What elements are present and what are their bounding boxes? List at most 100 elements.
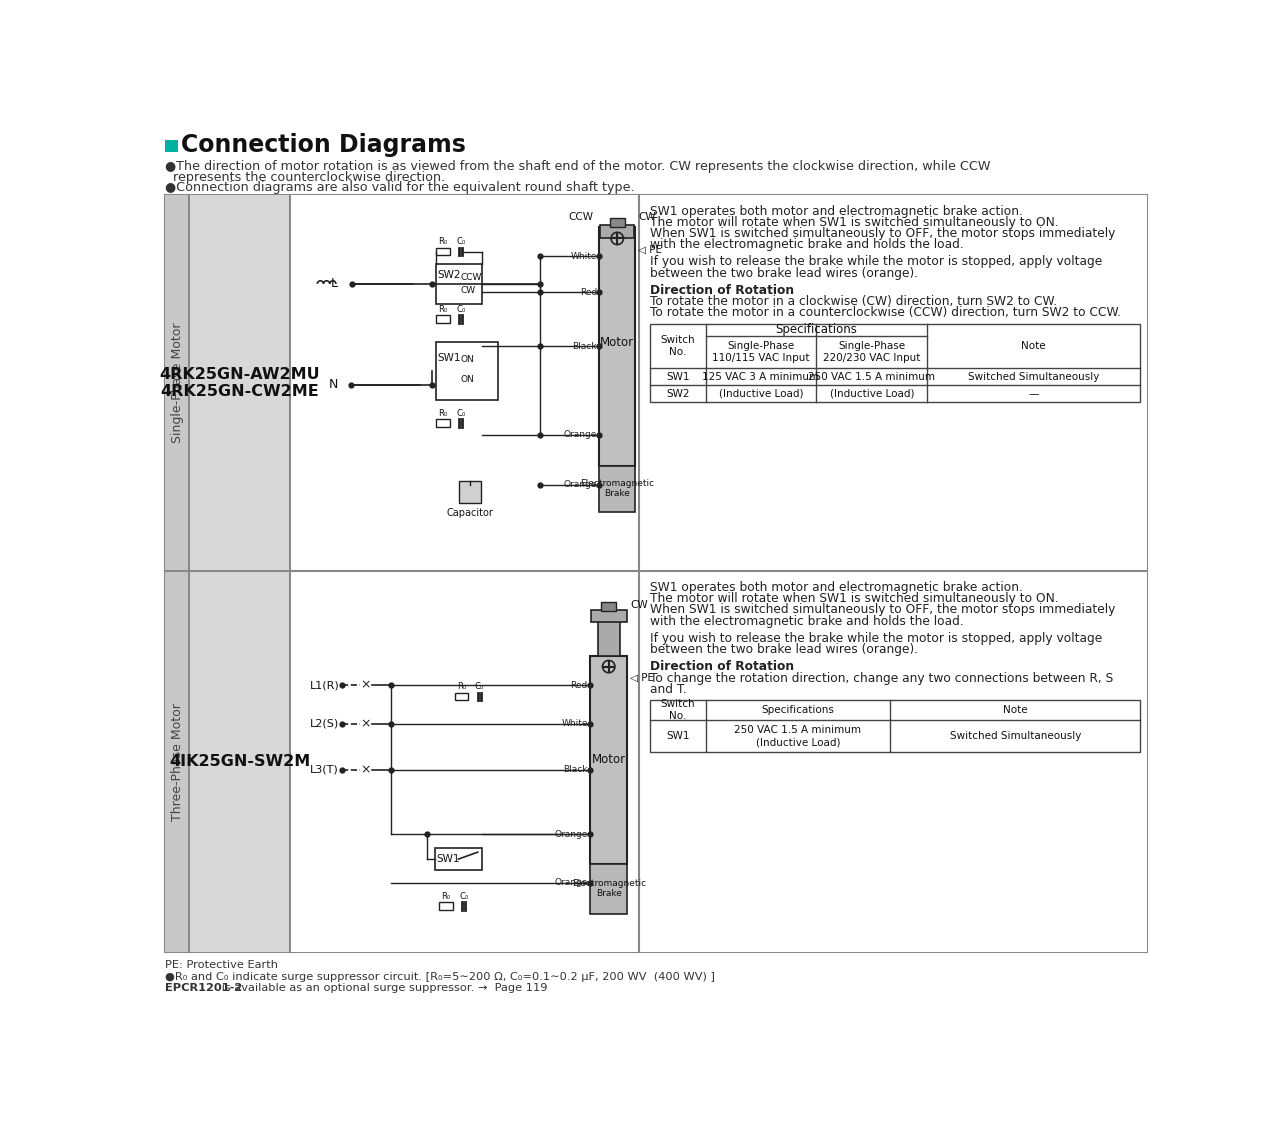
Text: R₀: R₀ [457, 683, 466, 692]
Text: ◁ PE: ◁ PE [631, 673, 654, 683]
Text: If you wish to release the brake while the motor is stopped, apply voltage: If you wish to release the brake while t… [650, 632, 1102, 645]
Text: Connection Diagrams: Connection Diagrams [180, 133, 466, 157]
Text: N: N [329, 378, 338, 391]
Text: CCW: CCW [461, 274, 483, 282]
Text: If you wish to release the brake while the motor is stopped, apply voltage: If you wish to release the brake while t… [650, 256, 1102, 268]
Bar [291, 195, 639, 952]
Text: (Inductive Load): (Inductive Load) [719, 389, 804, 399]
Text: To change the rotation direction, change any two connections between R, S: To change the rotation direction, change… [650, 671, 1114, 685]
Text: CW: CW [461, 286, 476, 295]
Text: Switch
No.: Switch No. [660, 335, 695, 356]
Text: When SW1 is switched simultaneously to OFF, the motor stops immediately: When SW1 is switched simultaneously to O… [650, 603, 1115, 617]
Text: Switched Simultaneously: Switched Simultaneously [968, 372, 1100, 381]
Text: ●Connection diagrams are also valid for the equivalent round shaft type.: ●Connection diagrams are also valid for … [165, 182, 635, 194]
Text: Orange: Orange [554, 830, 588, 839]
Text: When SW1 is switched simultaneously to OFF, the motor stops immediately: When SW1 is switched simultaneously to O… [650, 226, 1115, 240]
Text: C₀: C₀ [456, 305, 466, 314]
Bar [600, 225, 635, 238]
Text: ◁ PE: ◁ PE [639, 245, 662, 254]
Text: CW: CW [639, 212, 655, 222]
Text: R₀: R₀ [438, 305, 448, 314]
Bar [602, 602, 617, 611]
Text: ●R₀ and C₀ indicate surge suppressor circuit. [R₀=5∼200 Ω, C₀=0.1∼0.2 μF, 200 WV: ●R₀ and C₀ indicate surge suppressor cir… [165, 972, 716, 982]
Bar [609, 217, 625, 226]
Bar [639, 195, 1147, 952]
Text: Three-Phase Motor: Three-Phase Motor [170, 703, 183, 821]
Text: EPCR1201-2: EPCR1201-2 [165, 983, 243, 993]
Text: Single-Phase
110/115 VAC Input: Single-Phase 110/115 VAC Input [712, 341, 810, 363]
Text: C₀: C₀ [456, 238, 466, 247]
Text: Motor: Motor [600, 336, 635, 349]
Text: CW: CW [631, 601, 648, 610]
Bar [590, 863, 627, 914]
Text: SW1: SW1 [438, 353, 461, 363]
Text: SW2: SW2 [666, 389, 690, 399]
Bar [435, 849, 481, 870]
Bar [607, 226, 628, 237]
Text: between the two brake lead wires (orange).: between the two brake lead wires (orange… [650, 267, 918, 279]
Text: Switched Simultaneously: Switched Simultaneously [950, 731, 1080, 741]
Text: Black: Black [563, 766, 588, 775]
Text: with the electromagnetic brake and holds the load.: with the electromagnetic brake and holds… [650, 238, 964, 251]
Bar [650, 324, 1140, 402]
Text: Red: Red [580, 288, 596, 297]
Bar [436, 263, 483, 304]
Text: Capacitor: Capacitor [447, 508, 493, 518]
Text: Direction of Rotation: Direction of Rotation [650, 284, 794, 297]
Text: SW1: SW1 [666, 372, 690, 381]
Bar [436, 315, 449, 323]
Text: R₀: R₀ [438, 409, 448, 418]
Text: Note: Note [1021, 341, 1046, 351]
Text: L2(S): L2(S) [310, 719, 339, 729]
Bar [439, 902, 453, 910]
Text: SW1 operates both motor and electromagnetic brake action.: SW1 operates both motor and electromagne… [650, 205, 1023, 217]
Text: ON: ON [461, 374, 475, 383]
Text: SW2: SW2 [438, 270, 461, 279]
Text: ●The direction of motor rotation is as viewed from the shaft end of the motor. C: ●The direction of motor rotation is as v… [165, 160, 991, 173]
Bar [436, 248, 449, 256]
Text: 4IK25GN-SW2M: 4IK25GN-SW2M [169, 754, 310, 769]
Bar [460, 481, 481, 502]
Bar [598, 621, 620, 656]
Text: L1(R): L1(R) [310, 680, 339, 691]
Text: To rotate the motor in a counterclockwise (CCW) direction, turn SW2 to CCW.: To rotate the motor in a counterclockwis… [650, 306, 1121, 319]
Bar [165, 140, 178, 152]
Text: Electromagnetic
Brake: Electromagnetic Brake [572, 879, 646, 898]
Text: (Inductive Load): (Inductive Load) [829, 389, 914, 399]
Text: Specifications: Specifications [776, 323, 858, 336]
Text: ×: × [360, 763, 371, 776]
Text: and T.: and T. [650, 683, 686, 696]
Text: between the two brake lead wires (orange).: between the two brake lead wires (orange… [650, 643, 918, 656]
Text: CCW: CCW [568, 212, 593, 222]
Text: Specifications: Specifications [762, 705, 835, 715]
Bar [591, 610, 626, 622]
Bar [165, 195, 188, 952]
Text: C₀: C₀ [475, 683, 484, 692]
Text: Single-Phase Motor: Single-Phase Motor [170, 323, 183, 443]
Bar [599, 465, 635, 512]
Text: Motor: Motor [591, 753, 626, 767]
Bar [599, 226, 635, 465]
Text: Switch
No.: Switch No. [660, 700, 695, 721]
Text: 250 VAC 1.5 A minimum
(Inductive Load): 250 VAC 1.5 A minimum (Inductive Load) [735, 725, 861, 747]
Text: Direction of Rotation: Direction of Rotation [650, 660, 794, 674]
Text: —: — [1029, 389, 1039, 399]
Bar [165, 195, 1147, 952]
Text: Black: Black [572, 342, 596, 351]
Text: ×: × [360, 678, 371, 692]
Text: R₀: R₀ [442, 891, 451, 900]
Text: R₀: R₀ [438, 238, 448, 247]
Text: C₀: C₀ [456, 409, 466, 418]
Text: with the electromagnetic brake and holds the load.: with the electromagnetic brake and holds… [650, 614, 964, 628]
Text: ×: × [360, 717, 371, 730]
Text: SW1: SW1 [436, 854, 461, 864]
Bar [454, 693, 468, 701]
Text: PE: Protective Earth: PE: Protective Earth [165, 960, 279, 970]
Text: 4RK25GN-AW2MU
4RK25GN-CW2ME: 4RK25GN-AW2MU 4RK25GN-CW2ME [159, 367, 320, 399]
Text: SW1 operates both motor and electromagnetic brake action.: SW1 operates both motor and electromagne… [650, 581, 1023, 594]
Bar [436, 419, 449, 427]
Text: Electromagnetic
Brake: Electromagnetic Brake [580, 479, 654, 499]
Bar [650, 701, 1140, 752]
Text: Single-Phase
220/230 VAC Input: Single-Phase 220/230 VAC Input [823, 341, 920, 363]
Text: is available as an optional surge suppressor. →  Page 119: is available as an optional surge suppre… [218, 983, 548, 993]
